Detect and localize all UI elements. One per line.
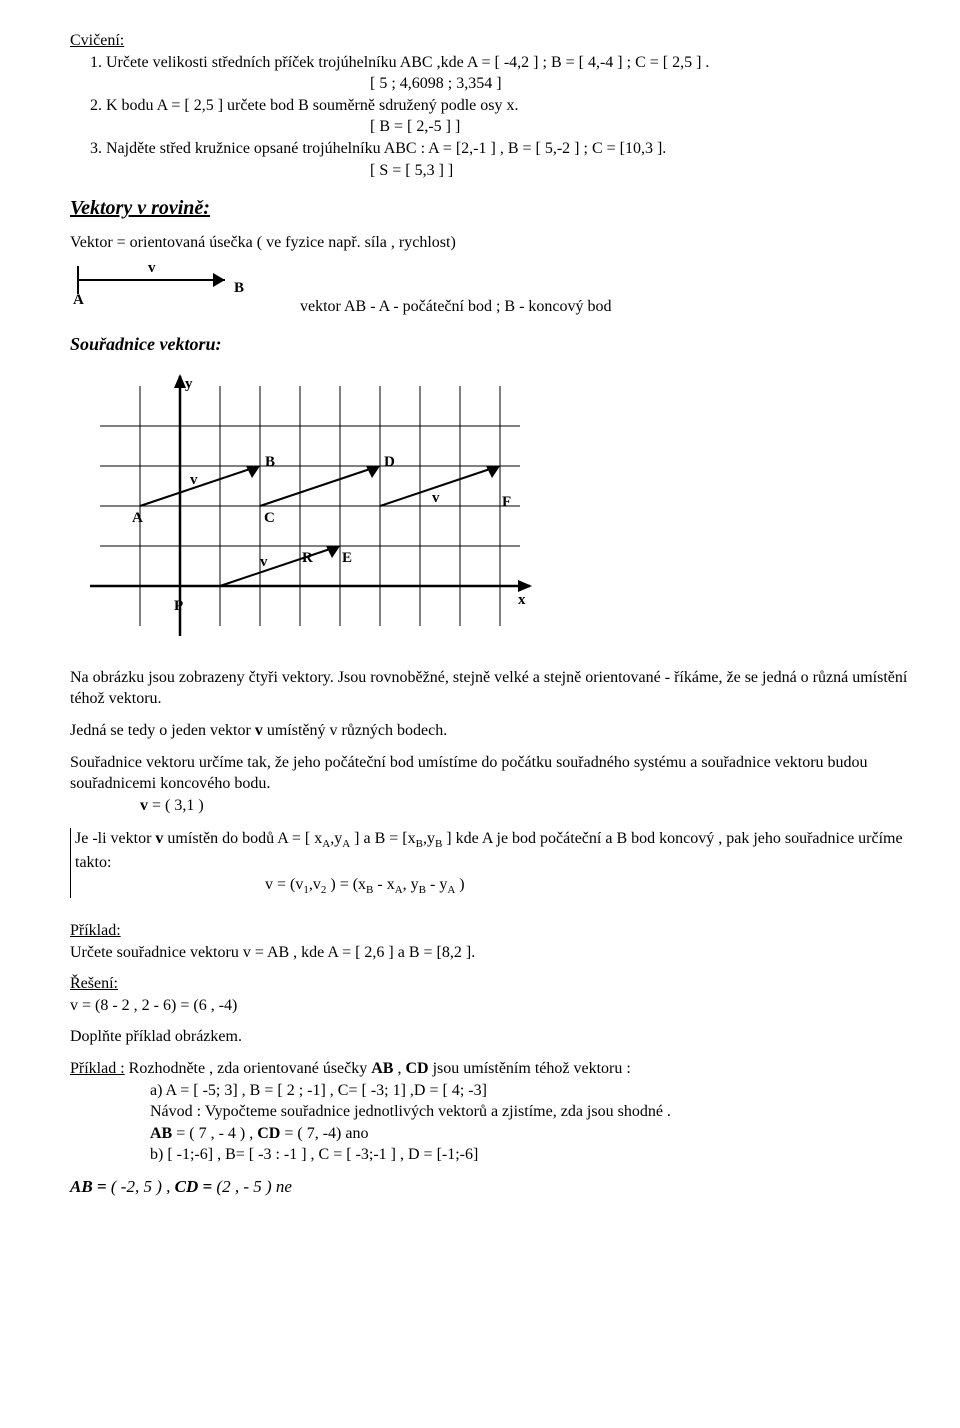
rf-a1: A bbox=[395, 884, 403, 896]
diagram-label-a: A bbox=[73, 292, 84, 306]
svg-text:y: y bbox=[185, 376, 193, 392]
priklad2-option-a: a) A = [ -5; 3] , B = [ 2 ; -1] , C= [ -… bbox=[70, 1080, 910, 1102]
priklad2-option-b: b) [ -1;-6] , B= [ -3 : -1 ] , C = [ -3;… bbox=[70, 1144, 910, 1166]
svg-text:F: F bbox=[502, 494, 511, 510]
exercise-2-answer: [ B = [ 2,-5 ] ] bbox=[70, 116, 910, 138]
exercise-1-answer: [ 5 ; 4,6098 ; 3,354 ] bbox=[70, 73, 910, 95]
svg-text:v: v bbox=[190, 472, 198, 488]
svg-text:A: A bbox=[132, 510, 143, 526]
pr2-cd: CD bbox=[405, 1060, 428, 1077]
priklad2-navod: Návod : Vypočteme souřadnice jednotlivýc… bbox=[70, 1101, 910, 1123]
reseni-label: Řešení: bbox=[70, 975, 118, 992]
priklad2-label: Příklad : bbox=[70, 1060, 125, 1077]
vektor-definition: Vektor = orientovaná úsečka ( ve fyzice … bbox=[70, 232, 910, 254]
rf-c4: , y bbox=[403, 876, 419, 893]
diagram-label-b: B bbox=[234, 280, 244, 296]
svg-text:P: P bbox=[174, 598, 183, 614]
reseni-text: v = (8 - 2 , 2 - 6) = (6 , -4) bbox=[70, 995, 910, 1017]
para2-v: v bbox=[255, 722, 263, 739]
exercise-2: 2. K bodu A = [ 2,5 ] určete bod B soumě… bbox=[70, 95, 910, 117]
pr2-cdv: = ( 7, -4) ano bbox=[280, 1125, 368, 1142]
rule-box: Je -li vektor v umístěn do bodů A = [ xA… bbox=[70, 828, 910, 898]
final-ab: ( -2, 5 ) , bbox=[111, 1177, 175, 1196]
svg-text:D: D bbox=[384, 454, 395, 470]
exercise-3-answer: [ S = [ 5,3 ] ] bbox=[70, 160, 910, 182]
pr2-mid: , bbox=[393, 1060, 405, 1077]
svg-text:x: x bbox=[518, 592, 526, 608]
rf-b2: B bbox=[419, 884, 426, 896]
paragraph-3-eq: v = ( 3,1 ) bbox=[70, 795, 910, 817]
pr2-ab: AB bbox=[371, 1060, 393, 1077]
svg-text:E: E bbox=[342, 550, 352, 566]
rule-sub-b1: B bbox=[416, 839, 423, 851]
rule-pre: Je -li vektor bbox=[75, 830, 155, 847]
para2-post: umístěný v různých bodech. bbox=[263, 722, 447, 739]
priklad2-line: Příklad : Rozhodněte , zda orientované ú… bbox=[70, 1058, 910, 1080]
final-cd: (2 , - 5 ) ne bbox=[216, 1177, 292, 1196]
pr2-post: jsou umístěním téhož vektoru : bbox=[429, 1060, 631, 1077]
subsection-souradnice: Souřadnice vektoru: bbox=[70, 332, 910, 356]
diagram-label-v: v bbox=[148, 260, 156, 276]
pr2-cdv-l: CD bbox=[257, 1125, 280, 1142]
cviceni-label: Cvičení: bbox=[70, 32, 124, 49]
rf-c2: ) = (x bbox=[326, 876, 366, 893]
final-result: AB = ( -2, 5 ) , CD = (2 , - 5 ) ne bbox=[70, 1176, 910, 1199]
priklad-text: Určete souřadnice vektoru v = AB , kde A… bbox=[70, 942, 910, 964]
rf-c3: - x bbox=[373, 876, 394, 893]
rule-text: Je -li vektor v umístěn do bodů A = [ xA… bbox=[75, 828, 910, 874]
rule-c1: ,y bbox=[330, 830, 342, 847]
pr2-abv: = ( 7 , - 4 ) , bbox=[172, 1125, 257, 1142]
rule-sub-a2: A bbox=[342, 839, 350, 851]
rf-c6: ) bbox=[455, 876, 464, 893]
rule-mid: umístěn do bodů A = [ x bbox=[163, 830, 322, 847]
svg-text:R: R bbox=[302, 550, 313, 566]
final-ab-l: AB = bbox=[70, 1177, 111, 1196]
paragraph-1: Na obrázku jsou zobrazeny čtyři vektory.… bbox=[70, 667, 910, 710]
svg-text:v: v bbox=[260, 554, 268, 570]
rule-c2: ] a B = [x bbox=[350, 830, 415, 847]
rf-c1: ,v bbox=[309, 876, 321, 893]
rule-sub-a1: A bbox=[322, 839, 330, 851]
rule-formula: v = (v1,v2 ) = (xB - xA, yB - yA ) bbox=[75, 874, 910, 898]
priklad-label: Příklad: bbox=[70, 922, 121, 939]
final-cd-l: CD = bbox=[175, 1177, 217, 1196]
paragraph-3: Souřadnice vektoru určíme tak, že jeho p… bbox=[70, 752, 910, 795]
pr2-text: Rozhodněte , zda orientované úsečky bbox=[125, 1060, 372, 1077]
coordinate-grid-diagram: y x P A B C D F R E v v v bbox=[70, 366, 910, 663]
para3-v: v bbox=[140, 797, 148, 814]
svg-text:B: B bbox=[265, 454, 275, 470]
para2-pre: Jedná se tedy o jeden vektor bbox=[70, 722, 255, 739]
pr2-abv-l: AB bbox=[150, 1125, 172, 1142]
doplnte-text: Doplňte příklad obrázkem. bbox=[70, 1026, 910, 1048]
rf-pre: v = (v bbox=[265, 876, 303, 893]
priklad2-ab-result: AB = ( 7 , - 4 ) , CD = ( 7, -4) ano bbox=[70, 1123, 910, 1145]
exercise-3: 3. Najděte střed kružnice opsané trojúhe… bbox=[70, 138, 910, 160]
rf-c5: - y bbox=[426, 876, 447, 893]
rule-c3: ,y bbox=[423, 830, 435, 847]
svg-text:C: C bbox=[264, 510, 275, 526]
paragraph-2: Jedná se tedy o jeden vektor v umístěný … bbox=[70, 720, 910, 742]
para3-eq-val: = ( 3,1 ) bbox=[148, 797, 204, 814]
section-vektory-title: Vektory v rovině: bbox=[70, 195, 910, 222]
svg-text:v: v bbox=[432, 490, 440, 506]
exercise-1: 1. Určete velikosti středních příček tro… bbox=[70, 52, 910, 74]
